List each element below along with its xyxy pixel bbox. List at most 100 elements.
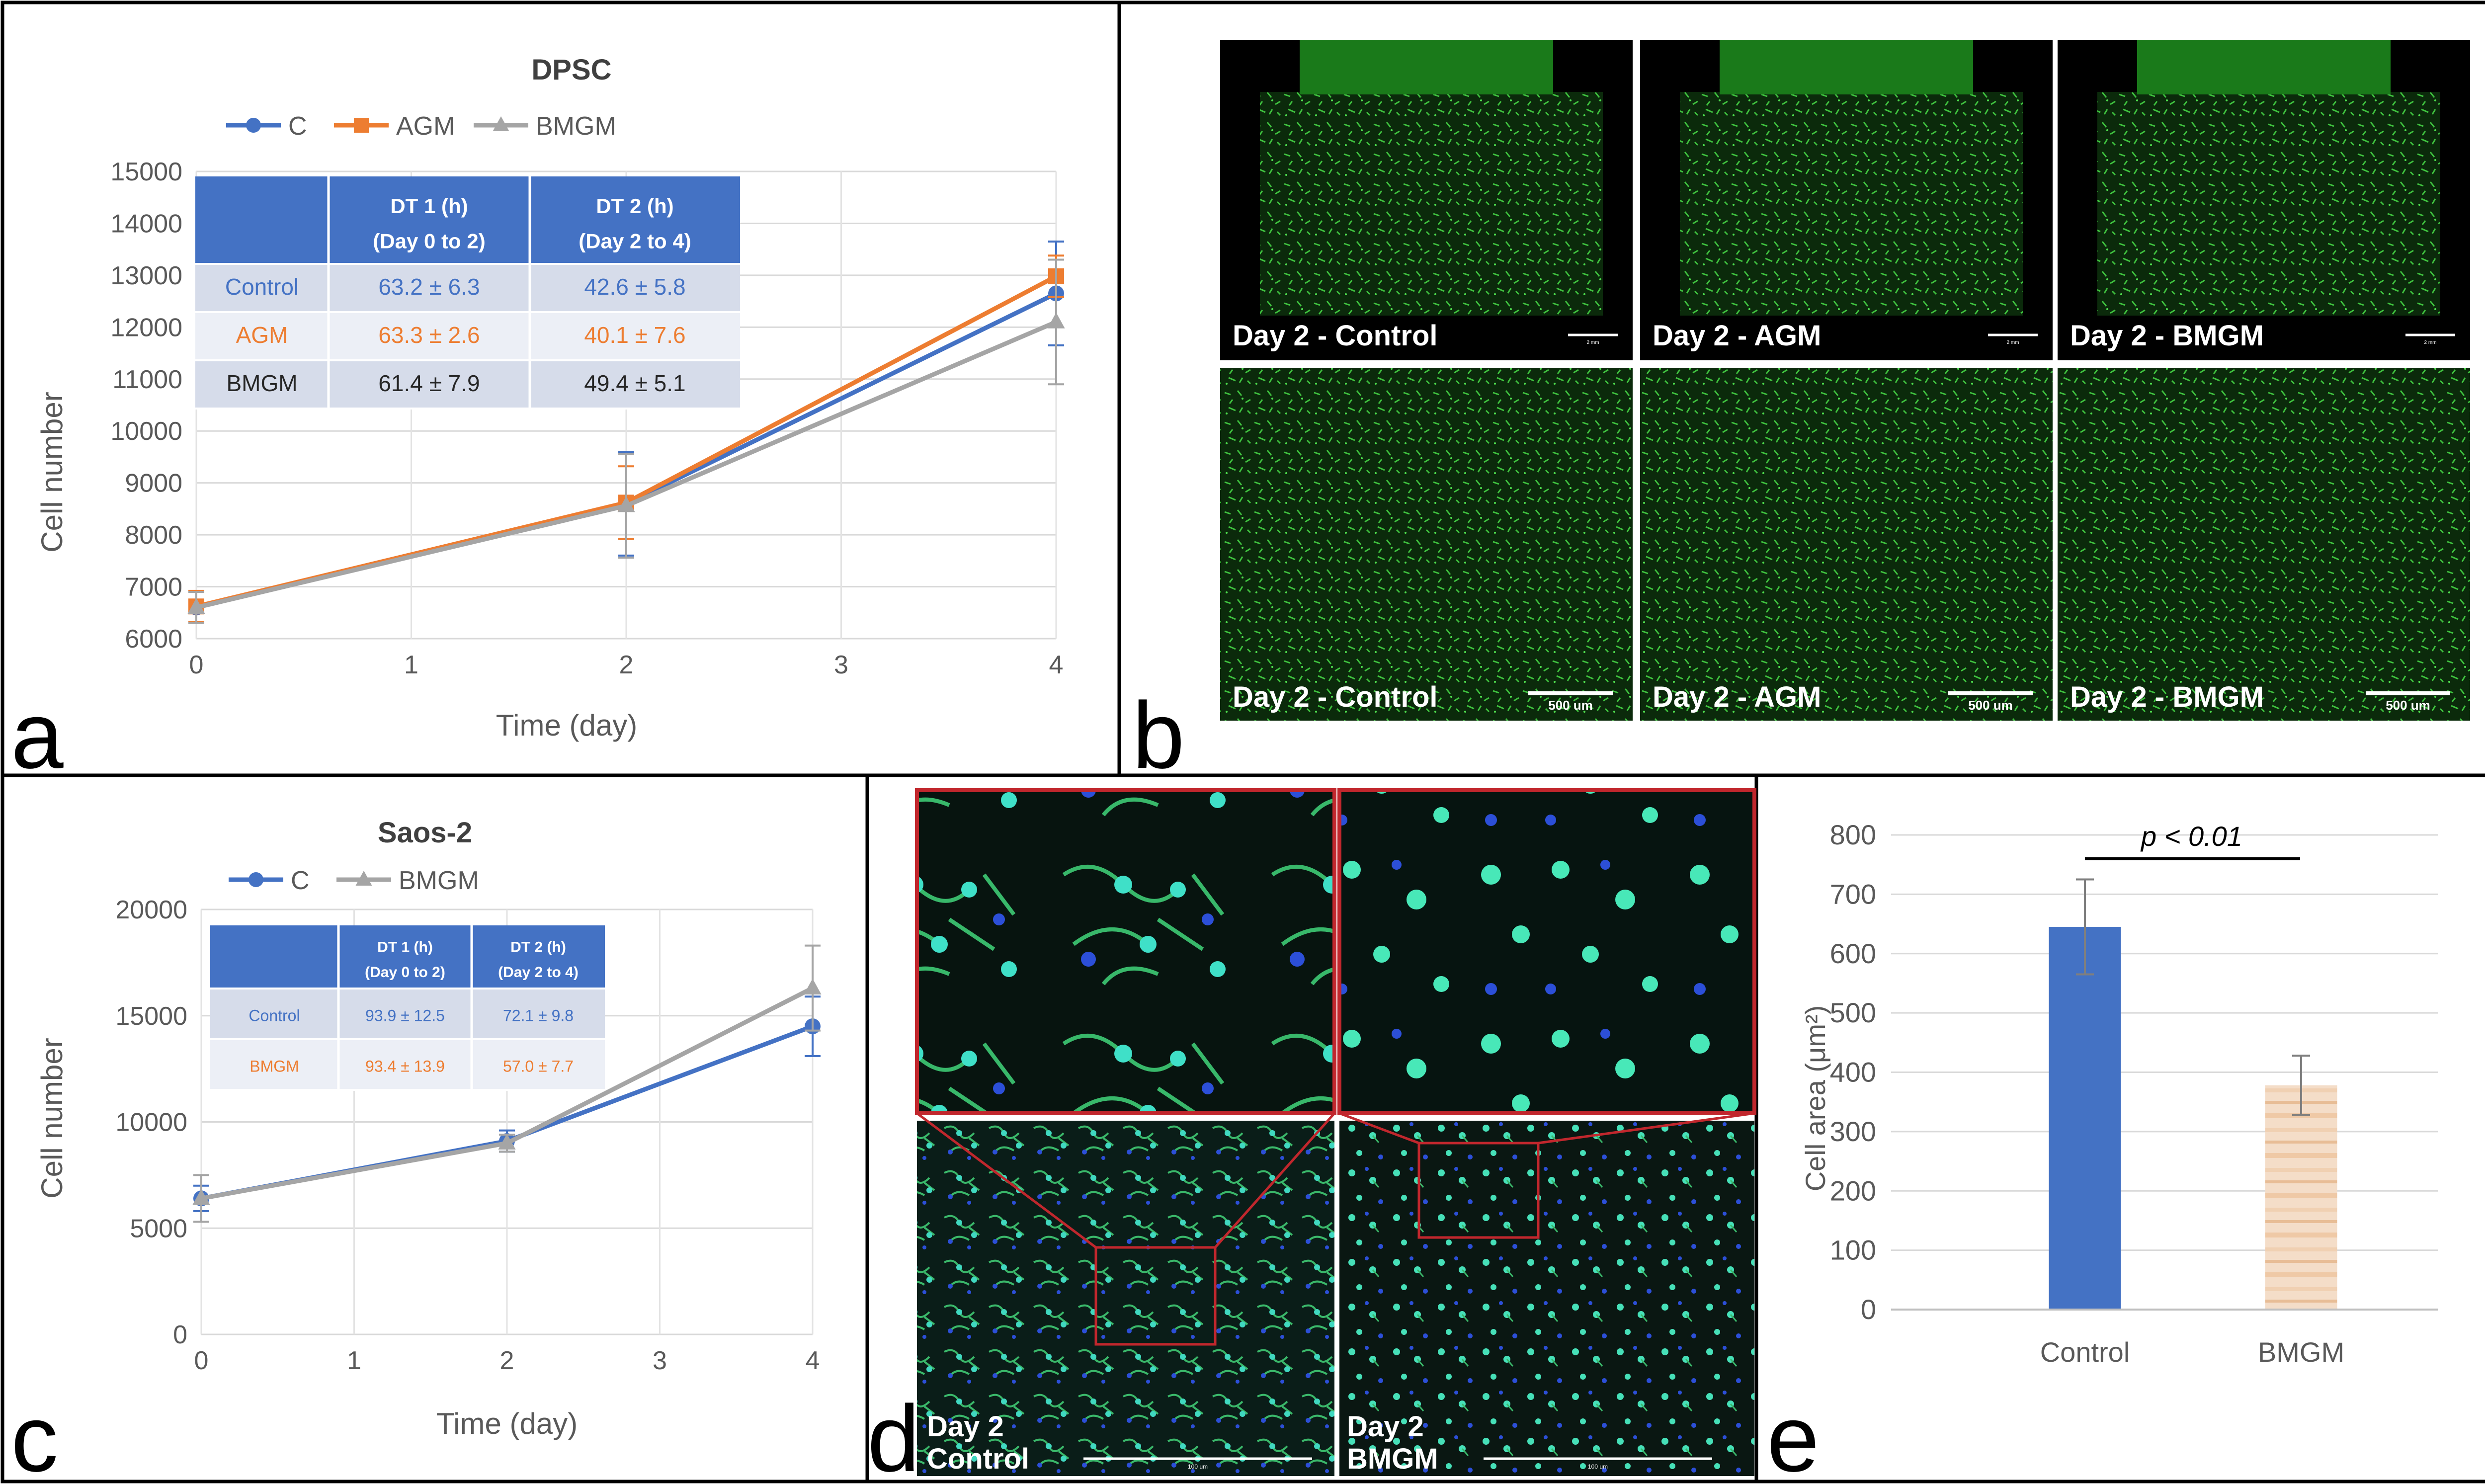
chart-title: DPSC [531,54,611,86]
table-row-label: Control [248,1006,300,1024]
table-header: DT 2 (h) [596,194,673,218]
y-tick-label: 12000 [110,313,182,342]
panel-label-d: d [867,1386,920,1484]
panel-label-c: c [11,1386,58,1484]
bmgm-overview-image [1339,1121,1754,1476]
table-row-bg [195,264,740,312]
doubling-time-table: DT 1 (h) (Day 0 to 2) DT 2 (h) (Day 2 to 4)… [210,925,605,1091]
x-tick-label: 2 [500,1346,514,1375]
table-row-label: Control [225,274,299,300]
table-row-label: BMGM [249,1057,299,1075]
well-image-edge [1300,40,1553,94]
scale-label: 100 um [1588,1463,1608,1470]
y-tick-labels: 0 100 200 300 400 500 600 700 800 [1830,819,1876,1325]
table-cell: 72.1 ± 9.8 [503,1006,574,1024]
y-tick-label: 7000 [125,573,182,602]
y-tick-label: 300 [1830,1116,1876,1147]
x-tick-labels: 0 1 2 3 4 [189,651,1064,679]
legend-marker [355,871,372,886]
x-tick-label: 4 [806,1346,820,1375]
legend-marker [354,118,369,133]
legend-label: BMGM [399,866,479,895]
table-header: DT 1 (h) [377,939,433,955]
x-tick-label: 3 [834,651,848,679]
caption-bmgm-line1: Day 2 [1347,1410,1424,1443]
caption-control-line1: Day 2 [927,1410,1004,1443]
gridlines [1891,834,2438,1311]
x-tick-label: 4 [1049,651,1064,679]
scale-label: 500 um [1968,698,2013,713]
y-axis-label: Cell number [35,1038,69,1198]
y-tick-label: 5000 [130,1214,187,1243]
table-row-bg [195,360,740,409]
data-series [187,241,1065,624]
panel-b-micrographs: Day 2 - Control 2 mm Day 2 - Control 500 um… [1132,40,2470,788]
y-tick-label: 10000 [110,417,182,446]
gridlines [200,908,814,1335]
table-cell: 49.4 ± 5.1 [584,370,685,396]
caption-bottom: Day 2 - AGM [1653,681,1821,713]
chart-title: Saos-2 [378,817,472,849]
y-tick-label: 0 [1861,1294,1876,1325]
zoom-control-image [915,788,1336,1115]
data-point-bmgm [1047,312,1065,329]
scale-label: 2 mm [2007,340,2019,345]
x-tick-label: 2 [619,651,634,679]
panel-a-dpsc-chart: DPSC C AGM BMGM 6000 7000 8000 9000 10000 11000… [11,54,1065,788]
y-tick-label: 13000 [110,261,182,290]
y-tick-label: 9000 [125,469,182,498]
panel-label-a: a [11,683,64,788]
x-tick-label: 0 [189,651,204,679]
y-tick-label: 0 [173,1320,187,1349]
y-tick-label: 700 [1830,878,1876,909]
bar-control [2049,927,2121,1310]
y-tick-label: 15000 [110,158,182,186]
table-row-bg [210,1039,605,1090]
caption-bottom: Day 2 - Control [1233,681,1438,713]
table-row-label: AGM [236,322,288,348]
well-image [1680,92,2023,316]
scale-label: 2 mm [1587,340,1599,345]
y-tick-labels: 0 5000 10000 15000 20000 [115,896,187,1349]
panel-label-e: e [1767,1386,1820,1484]
bars [1891,878,2438,1311]
table-cell: 93.9 ± 12.5 [365,1006,445,1024]
zoom-bmgm-image [1337,788,1756,1115]
well-image-edge [1720,40,1973,94]
bar-bmgm [2265,1085,2337,1310]
data-point-bmgm [192,1189,210,1205]
table-row-bg [210,989,605,1039]
doubling-time-table: DT 1 (h) (Day 0 to 2) DT 2 (h) (Day 2 to 4)… [195,176,740,410]
y-tick-label: 6000 [125,625,182,654]
data-point-bmgm [804,978,822,994]
legend: C BMGM [229,866,479,895]
y-axis-label: Cell number [35,392,69,552]
y-tick-label: 15000 [115,1002,187,1031]
legend-marker [246,118,261,133]
legend-label: AGM [396,112,455,141]
x-tick-label: Control [2040,1336,2130,1368]
table-row-label: BMGM [226,370,297,396]
data-point-bmgm [617,496,635,512]
y-tick-label: 20000 [115,896,187,924]
table-header-bg [210,925,605,989]
y-tick-label: 8000 [125,521,182,550]
table-subheader: (Day 0 to 2) [365,964,445,981]
data-point-bmgm [187,598,205,614]
table-cell: 42.6 ± 5.8 [584,274,685,300]
table-cell: 93.4 ± 13.9 [365,1057,445,1075]
x-tick-label: 0 [194,1346,209,1375]
x-tick-label: 1 [347,1346,361,1375]
caption-top: Day 2 - AGM [1653,320,1821,352]
panel-e-cell-area-chart: 0 100 200 300 400 500 600 700 800 Control BMGM p … [1767,819,2438,1484]
legend-label: BMGM [536,112,616,141]
legend-marker [493,116,509,131]
x-tick-labels: 0 1 2 3 4 [194,1346,820,1375]
scale-label: 100 um [1188,1463,1208,1470]
zoom-box-connectors [916,1112,1755,1346]
panel-d-morphology: 100 um 100 um Day 2 Control Day 2 BMGM d [867,788,1756,1484]
y-axis-label: Cell area (μm²) [1800,1005,1831,1192]
caption-control-line2: Control [927,1443,1029,1475]
